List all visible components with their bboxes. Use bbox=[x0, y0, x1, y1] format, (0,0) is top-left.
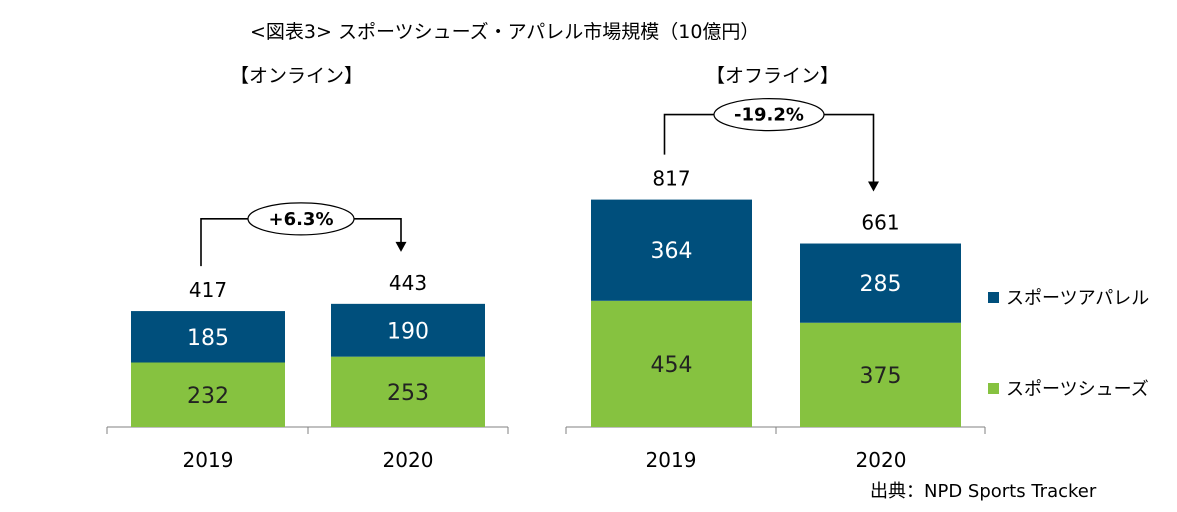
data-label: 232 bbox=[187, 384, 229, 409]
data-label: 375 bbox=[860, 364, 902, 389]
bar-segment-apparel bbox=[131, 311, 285, 363]
x-tick-label: 2020 bbox=[856, 448, 907, 472]
bar-segment-apparel bbox=[331, 303, 485, 357]
x-tick-label: 2020 bbox=[383, 448, 434, 472]
bar-segment-apparel bbox=[591, 199, 752, 301]
x-tick-label: 2019 bbox=[183, 448, 234, 472]
source-label: 出典：NPD Sports Tracker bbox=[870, 481, 1097, 502]
data-label: 364 bbox=[651, 239, 693, 264]
bar-segment-shoes bbox=[800, 322, 961, 427]
legend-label: スポーツシューズ bbox=[1006, 379, 1149, 400]
panel-2: 【オフライン】 454 364 817 2019 375 285 661 2020 -19.2% bbox=[565, 65, 986, 472]
x-tick-label: 2019 bbox=[646, 448, 697, 472]
change-arrowhead bbox=[395, 241, 407, 252]
total-label: 417 bbox=[189, 278, 227, 302]
panel-title: 【オンライン】 bbox=[230, 65, 363, 87]
change-arrowhead bbox=[868, 181, 879, 192]
legend-label: スポーツアパレル bbox=[1006, 288, 1149, 309]
change-label: +6.3% bbox=[268, 209, 333, 230]
data-label: 285 bbox=[860, 272, 902, 297]
data-label: 190 bbox=[387, 319, 429, 344]
legend-swatch bbox=[988, 292, 999, 303]
data-label: 253 bbox=[387, 381, 429, 406]
change-label: -19.2% bbox=[734, 105, 804, 126]
data-label: 454 bbox=[651, 353, 693, 378]
change-badge bbox=[247, 202, 355, 236]
panel-1: 【オンライン】 232 185 417 2019 253 190 443 2020 +6.3% bbox=[106, 65, 509, 472]
total-label: 443 bbox=[389, 271, 427, 295]
chart-title: <図表3> スポーツシューズ・アパレル市場規模（10億円） bbox=[250, 21, 759, 43]
panel-title: 【オフライン】 bbox=[706, 65, 839, 87]
legend-swatch bbox=[988, 383, 999, 394]
total-label: 661 bbox=[861, 211, 899, 235]
change-badge bbox=[713, 97, 825, 132]
total-label: 817 bbox=[652, 167, 690, 191]
bar-segment-shoes bbox=[131, 362, 285, 427]
bar-segment-shoes bbox=[591, 300, 752, 427]
data-label: 185 bbox=[187, 326, 229, 351]
bar-segment-shoes bbox=[331, 356, 485, 427]
chart-panels: 【オンライン】23218541720192531904432020+6.3%【オ… bbox=[106, 65, 986, 472]
bar-segment-apparel bbox=[800, 243, 961, 323]
